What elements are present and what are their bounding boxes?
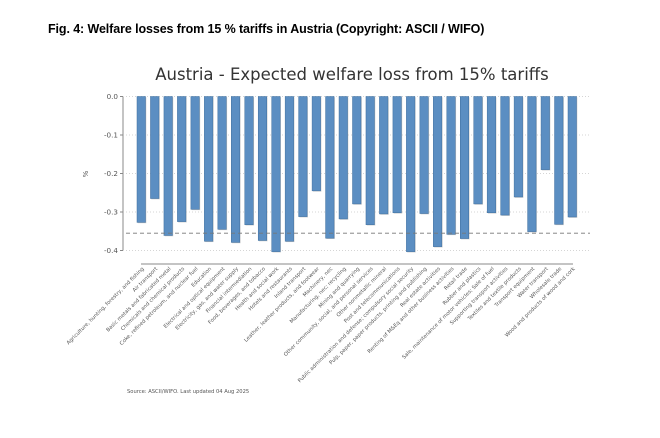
y-tick-label: -0.3 [104, 208, 118, 217]
bar [163, 96, 173, 236]
bar [379, 96, 389, 215]
y-axis: 0.0 -0.1 -0.2 -0.3 -0.4 [104, 92, 124, 255]
bar [473, 96, 483, 205]
bar [554, 96, 564, 225]
bar [231, 96, 241, 243]
bar [204, 96, 214, 242]
y-axis-label: % [82, 170, 90, 177]
y-tick-label: -0.1 [104, 131, 118, 140]
bar [446, 96, 456, 235]
bar [567, 96, 577, 218]
bar [392, 96, 402, 214]
x-axis: Agriculture, hunting, forestry, and fish… [66, 263, 577, 384]
bar [527, 96, 537, 232]
bars [136, 96, 578, 253]
bar [244, 96, 254, 225]
bar [136, 96, 146, 223]
bar [352, 96, 362, 205]
bar [177, 96, 187, 222]
source-note: Source: ASCII/WIFO. Last updated 04 Aug … [127, 389, 249, 395]
bar [257, 96, 267, 241]
y-tick-label: -0.2 [104, 169, 118, 178]
bar [217, 96, 227, 230]
bar [150, 96, 160, 199]
bar [486, 96, 496, 214]
bar [325, 96, 335, 239]
bar [513, 96, 523, 198]
figure-caption: Fig. 4: Welfare losses from 15 % tariffs… [48, 22, 485, 36]
bar [460, 96, 469, 239]
bar [271, 96, 281, 252]
chart-title: Austria - Expected welfare loss from 15%… [155, 65, 549, 84]
bar [298, 96, 308, 217]
bar [500, 96, 510, 216]
bar [540, 96, 550, 170]
bar [284, 96, 294, 242]
y-tick-label: 0.0 [107, 92, 119, 101]
bar [406, 96, 416, 252]
y-tick-label: -0.4 [104, 246, 118, 255]
bar [365, 96, 375, 225]
bar [311, 96, 321, 192]
bar [338, 96, 348, 220]
bar [190, 96, 200, 210]
bar [419, 96, 429, 214]
bar [433, 96, 443, 247]
